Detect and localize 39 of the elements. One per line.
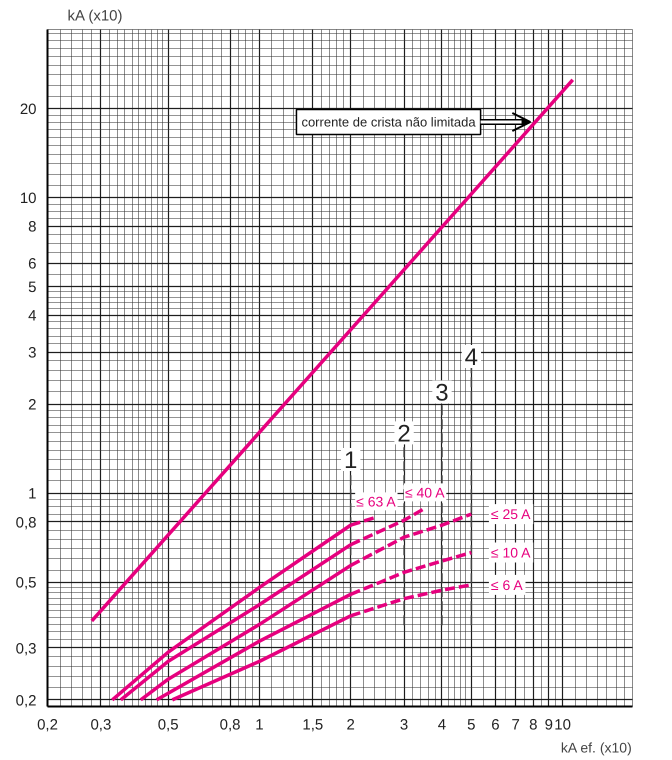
x-tick-label: 1,5 <box>302 716 324 734</box>
y-tick-label: 3 <box>28 344 36 362</box>
x-tick-label: 9 <box>544 716 553 734</box>
y-tick-label: 1 <box>28 486 36 503</box>
annotation: corrente de crista não limitada <box>301 114 476 130</box>
annotation: 3 <box>435 379 449 406</box>
series-label: ≤ 25 A <box>490 506 532 522</box>
y-tick-label: 2 <box>28 396 36 414</box>
x-tick-label: 4 <box>438 716 446 734</box>
y-tick-label: 20 <box>20 101 37 118</box>
x-tick-label: 0,3 <box>90 716 112 734</box>
series-label: ≤ 10 A <box>490 544 532 561</box>
x-tick-label: 8 <box>529 716 538 734</box>
y-tick-label: 0,8 <box>16 514 37 532</box>
y-tick-label: 0,5 <box>16 574 37 592</box>
y-tick-label: 4 <box>28 308 36 325</box>
x-tick-label: 3 <box>400 716 408 734</box>
series-label: ≤ 6 A <box>490 576 524 593</box>
y-tick-label: 6 <box>28 256 36 273</box>
y-tick-label: 10 <box>20 190 37 208</box>
series-label: ≤ 63 A <box>356 493 396 510</box>
annotation: 2 <box>397 420 411 448</box>
x-tick-label: 0,8 <box>220 716 240 734</box>
series-label: ≤ 40 A <box>404 484 446 500</box>
annotation: 1 <box>344 447 358 474</box>
y-tick-label: 0,3 <box>16 640 37 658</box>
x-tick-label: 10 <box>554 716 571 734</box>
x-tick-label: 7 <box>511 716 520 734</box>
annotation: 4 <box>464 344 478 371</box>
x-tick-label: 1 <box>255 716 264 734</box>
x-tick-label: 6 <box>491 716 500 734</box>
x-tick-label: 5 <box>467 716 476 734</box>
y-tick-label: 0,2 <box>16 692 37 710</box>
y-tick-label: 5 <box>28 279 36 296</box>
y-tick-label: 8 <box>28 218 36 236</box>
x-axis-title: kA ef. (x10) <box>560 740 632 756</box>
x-tick-label: 0,5 <box>158 716 179 734</box>
x-tick-label: 2 <box>346 716 355 734</box>
y-axis-title: kA (x10) <box>68 8 123 24</box>
